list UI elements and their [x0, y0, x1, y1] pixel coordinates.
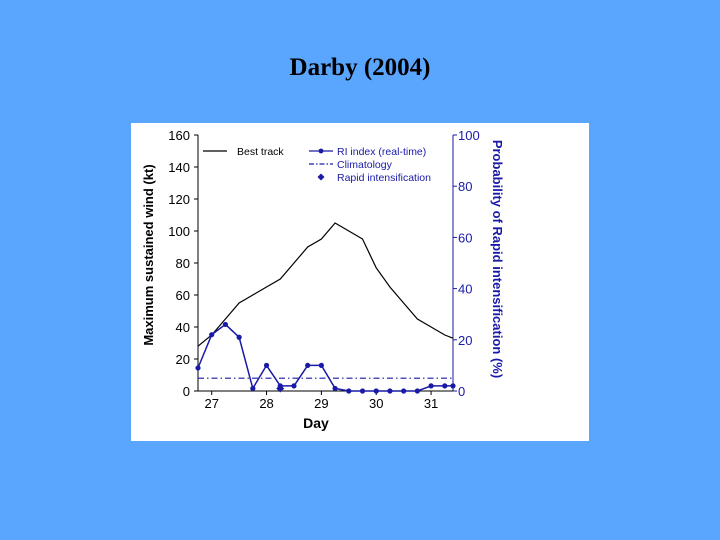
x-tick-label: 31 [424, 396, 438, 411]
series-line-ri-index-real-time [197, 323, 453, 392]
y2-axis-label: Probability of Rapid intensification (%) [490, 140, 505, 378]
data-point-ri-index-real-time [359, 388, 366, 394]
data-point-ri-index-real-time [450, 383, 456, 389]
data-point-rapid-intensification [276, 384, 285, 393]
data-point-ri-index-real-time [209, 332, 215, 338]
data-point-ri-index-real-time [332, 385, 338, 392]
data-point-ri-index-real-time [305, 362, 311, 368]
y-tick-label: 0 [183, 384, 190, 399]
legend-marker-ri-index-real-time [318, 148, 324, 154]
y-tick-label: 120 [168, 192, 190, 207]
y2-tick-label: 20 [458, 333, 472, 348]
x-tick-label: 27 [204, 396, 218, 411]
y-tick-label: 40 [176, 320, 190, 335]
y-axis-label: Maximum sustained wind (kt) [141, 164, 156, 345]
x-axis-label: Day [303, 415, 329, 431]
data-point-ri-index-real-time [373, 388, 379, 394]
legend-marker-rapid-intensification [317, 173, 325, 181]
legend-label-ri-index-real-time: RI index (real-time) [337, 146, 426, 158]
data-point-ri-index-real-time [346, 388, 352, 394]
y-tick-label: 60 [176, 288, 190, 303]
y-tick-label: 20 [176, 352, 190, 367]
y2-tick-label: 40 [458, 282, 472, 297]
data-point-ri-index-real-time [195, 365, 201, 371]
data-point-ri-index-real-time [387, 388, 393, 394]
chart-svg: 0 20 40 60 80 100 120 140 160 0 20 40 60 80 100 27 28 29 3… [141, 128, 505, 431]
y-tick-label: 100 [168, 224, 190, 239]
data-point-ri-index-real-time [236, 334, 242, 340]
y-tick-label: 80 [176, 256, 190, 271]
chart-figure: 0 20 40 60 80 100 120 140 160 0 20 40 60 80 100 27 28 29 3… [131, 123, 589, 441]
data-point-ri-index-real-time [263, 362, 270, 368]
slide-title: Darby (2004) [289, 54, 431, 81]
legend-label-climatology: Climatology [337, 159, 393, 171]
y-tick-label: 160 [168, 128, 190, 143]
data-point-ri-index-real-time [428, 383, 434, 389]
y2-tick-label: 60 [458, 230, 472, 245]
y2-tick-label: 100 [458, 128, 480, 143]
y2-tick-label: 80 [458, 179, 472, 194]
x-tick-label: 29 [314, 396, 328, 411]
legend-label-rapid-intensification: Rapid intensification [337, 172, 431, 184]
y-tick-label: 140 [168, 160, 190, 175]
data-point-ri-index-real-time [401, 388, 407, 394]
x-tick-label: 30 [369, 396, 383, 411]
data-point-ri-index-real-time [222, 321, 229, 328]
data-point-ri-index-real-time [250, 385, 256, 392]
data-point-ri-index-real-time [442, 383, 448, 389]
data-point-ri-index-real-time [291, 383, 297, 389]
legend-label-best-track: Best track [237, 146, 284, 158]
y2-tick-label: 0 [458, 384, 465, 399]
x-tick-label: 28 [259, 396, 273, 411]
data-point-ri-index-real-time [414, 388, 420, 394]
data-point-ri-index-real-time [318, 362, 324, 368]
series-line-best-track [197, 222, 454, 347]
